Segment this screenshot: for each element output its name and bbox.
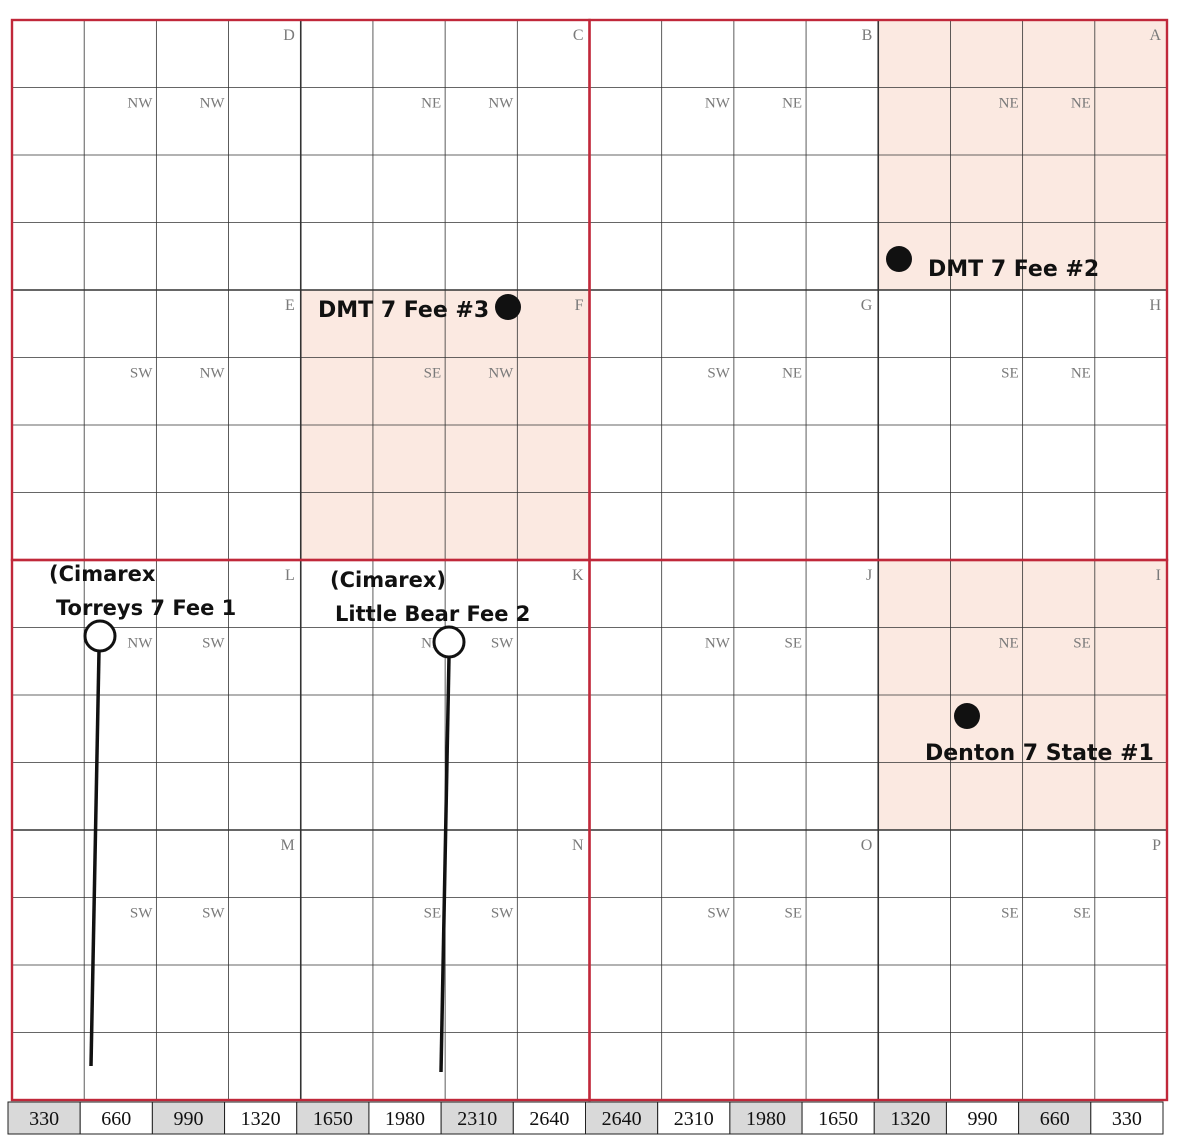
wells: DMT 7 Fee #3 DMT 7 Fee #2 Denton 7 State…: [49, 246, 1154, 766]
unit-letter-d: D: [283, 27, 295, 44]
dmt-7-fee-3-well-icon[interactable]: [495, 294, 521, 320]
qq-label: SE: [1073, 636, 1091, 652]
scale-cell: [585, 1101, 659, 1135]
unit-letter-e: E: [285, 297, 295, 314]
unit-letter-l: L: [285, 567, 295, 584]
scale-value: 2310: [674, 1108, 714, 1130]
little-bear-fee-2-label-line1: (Cimarex): [330, 568, 446, 592]
scale-value: 2640: [602, 1108, 642, 1130]
torreys-7-fee-1-well-icon[interactable]: [83, 619, 117, 653]
dmt-7-fee-2-well-icon[interactable]: [886, 246, 912, 272]
scale-value: 2310: [457, 1108, 497, 1130]
qq-label: SW: [130, 906, 153, 922]
quarter-border-4: [588, 558, 1169, 1102]
scale-value: 1650: [818, 1108, 858, 1130]
quarter-labels: D NW NW C NE NW B NW NE A NE NE E SW NW F SE NW G SW NE H SE NE…: [127, 27, 1161, 922]
scale-cell: [368, 1101, 442, 1135]
footage-scale-bar: 330 660 990 1320 1650 1980 2310 2640 2640 2310 198…: [7, 1101, 1164, 1135]
qq-label: NE: [782, 96, 802, 112]
unit-letter-c: C: [573, 27, 584, 44]
scale-cell: [224, 1101, 298, 1135]
qq-label: SE: [1073, 906, 1091, 922]
qq-label: SW: [707, 906, 730, 922]
unit-letter-m: M: [281, 837, 295, 854]
scale-cell: [1018, 1101, 1092, 1135]
qq-label: NE: [1071, 366, 1091, 382]
torreys-7-fee-1-label-line1: (Cimarex: [49, 562, 156, 586]
scale-cell: [151, 1101, 226, 1135]
unit-letter-i: I: [1156, 567, 1161, 584]
scale-value: 990: [173, 1108, 203, 1130]
dmt-7-fee-2-label: DMT 7 Fee #2: [928, 257, 1099, 282]
qq-label: SW: [202, 906, 225, 922]
scale-value: 2640: [529, 1108, 569, 1130]
qq-label: SW: [202, 636, 225, 652]
qq-label: SW: [491, 906, 514, 922]
qq-label: NW: [200, 366, 226, 382]
qq-label: SW: [491, 636, 514, 652]
qq-label: SE: [424, 366, 442, 382]
scale-value: 660: [101, 1108, 131, 1130]
scale-cell: [1090, 1101, 1164, 1135]
scale-value: 330: [29, 1108, 59, 1130]
scale-value: 990: [968, 1108, 998, 1130]
dmt-7-fee-3-label: DMT 7 Fee #3: [318, 298, 489, 323]
qq-label: NW: [127, 96, 153, 112]
qq-label: NW: [705, 636, 731, 652]
qq-label: NW: [488, 366, 514, 382]
unit-letter-k: K: [572, 567, 584, 584]
scale-cell: [7, 1101, 81, 1135]
little-bear-fee-2-well-icon[interactable]: [432, 625, 466, 659]
qq-label: SE: [1001, 906, 1019, 922]
scale-cell: [512, 1101, 586, 1135]
torreys-7-fee-1-lateral: [89, 650, 101, 1067]
qq-label: SE: [424, 906, 442, 922]
qq-label: SW: [130, 366, 153, 382]
well-laterals: [89, 650, 451, 1073]
unit-letter-j: J: [866, 567, 872, 584]
torreys-7-fee-1-label-line2: Torreys 7 Fee 1: [56, 596, 236, 620]
qq-label: NW: [200, 96, 226, 112]
unit-letter-f: F: [575, 297, 584, 314]
scale-value: 1320: [241, 1108, 281, 1130]
scale-cell: [440, 1101, 514, 1135]
scale-value: 1320: [890, 1108, 930, 1130]
denton-7-state-1-label: Denton 7 State #1: [925, 741, 1154, 766]
scale-value: 660: [1040, 1108, 1070, 1130]
little-bear-fee-2-label-line2: Little Bear Fee 2: [335, 602, 530, 626]
scale-cell: [873, 1101, 947, 1135]
scale-value: 1650: [313, 1108, 353, 1130]
quarter-section-borders: [10, 18, 1169, 1102]
little-bear-fee-2-lateral: [439, 656, 451, 1073]
qq-label: NE: [1071, 96, 1091, 112]
qq-label: NE: [999, 636, 1019, 652]
unit-letter-a: A: [1149, 27, 1161, 44]
qq-label: SE: [785, 906, 803, 922]
unit-letter-g: G: [861, 297, 873, 314]
unit-letter-h: H: [1149, 297, 1161, 314]
scale-cell: [657, 1101, 731, 1135]
unit-letter-o: O: [861, 837, 873, 854]
qq-label: NW: [705, 96, 731, 112]
scale-cell: [801, 1101, 875, 1135]
qq-label: SE: [1001, 366, 1019, 382]
scale-value: 1980: [746, 1108, 786, 1130]
qq-label: SW: [707, 366, 730, 382]
unit-letter-b: B: [862, 27, 873, 44]
qq-label: NW: [127, 636, 153, 652]
scale-cell: [296, 1101, 370, 1135]
scale-value: 1980: [385, 1108, 425, 1130]
scale-cell: [729, 1101, 803, 1135]
denton-7-state-1-well-icon[interactable]: [954, 703, 980, 729]
qq-label: SE: [785, 636, 803, 652]
scale-value: 330: [1112, 1108, 1142, 1130]
unit-letter-p: P: [1152, 837, 1161, 854]
qq-label: NE: [782, 366, 802, 382]
unit-letter-n: N: [572, 837, 584, 854]
scale-cell: [79, 1101, 153, 1135]
qq-label: NE: [999, 96, 1019, 112]
qq-label: NE: [421, 96, 441, 112]
qq-label: NW: [488, 96, 514, 112]
